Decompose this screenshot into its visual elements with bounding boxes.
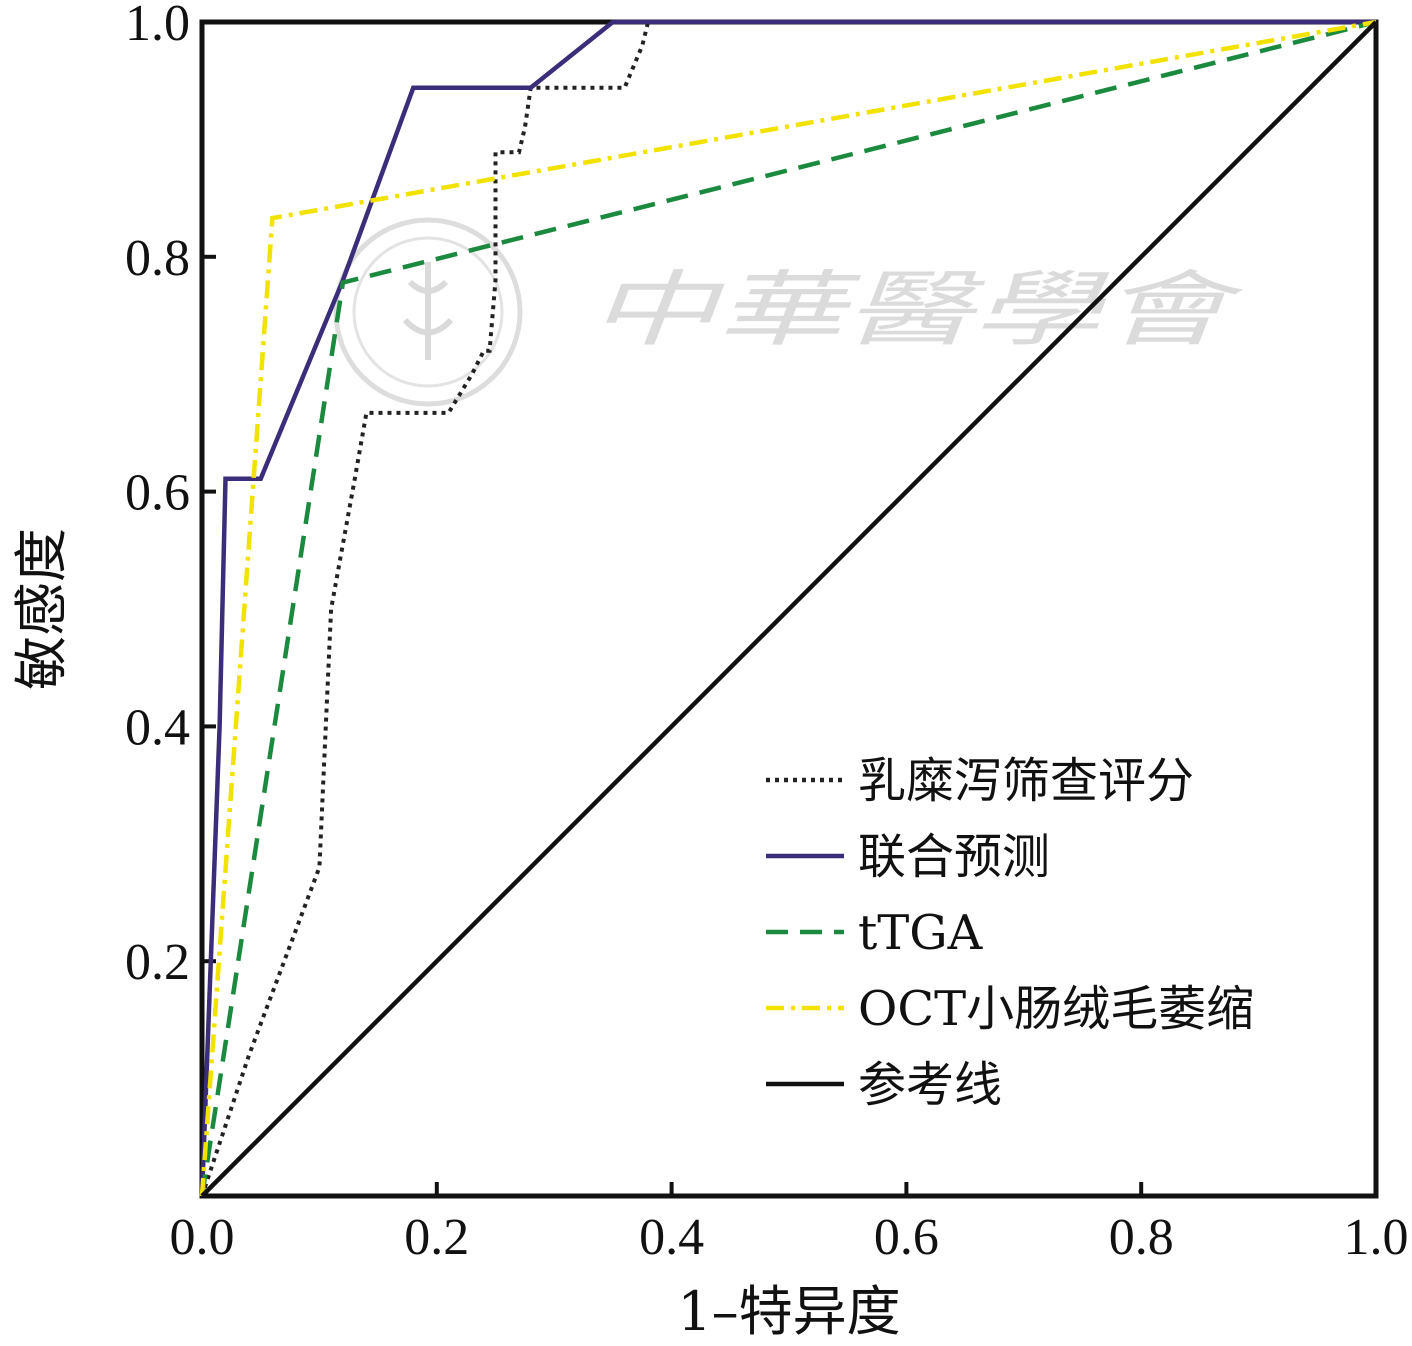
x-tick-label: 0.0	[170, 1209, 235, 1266]
y-tick-label: 1.0	[125, 0, 190, 52]
x-axis-title: 1–特异度	[677, 1280, 900, 1343]
y-tick-label: 0.4	[125, 699, 190, 756]
x-tick-label: 1.0	[1344, 1209, 1409, 1266]
legend-label: OCT小肠绒毛萎缩	[858, 981, 1254, 1037]
y-tick-label: 0.8	[125, 230, 190, 287]
series-line-2	[199, 19, 1377, 1197]
legend-label: 参考线	[858, 1057, 1002, 1113]
x-tick-label: 0.4	[639, 1209, 704, 1266]
x-tick-label: 0.8	[1109, 1209, 1174, 1266]
series-line-3	[199, 19, 1377, 1197]
y-tick-label: 0.6	[125, 465, 190, 522]
legend-label: 乳糜泻筛查评分	[858, 753, 1194, 809]
series-line-4	[200, 20, 1378, 1198]
x-tick-label: 0.6	[874, 1209, 939, 1266]
x-tick-label: 0.2	[404, 1209, 469, 1266]
x-axis: 0.0 0.2 0.4 0.6 0.8 1.0	[170, 1182, 1409, 1266]
series-layer	[199, 19, 1378, 1198]
y-axis: 0.2 0.4 0.6 0.8 1.0	[125, 0, 216, 991]
watermark-seal-icon	[333, 217, 523, 407]
y-axis-title: 敏感度	[10, 528, 73, 690]
legend-label: tTGA	[858, 905, 984, 961]
watermark: 中華醫學會	[333, 217, 1244, 407]
series-line-0	[200, 20, 1376, 1197]
y-tick-label: 0.2	[125, 934, 190, 991]
legend-label: 联合预测	[858, 829, 1050, 885]
watermark-text: 中華醫學會	[588, 263, 1244, 358]
